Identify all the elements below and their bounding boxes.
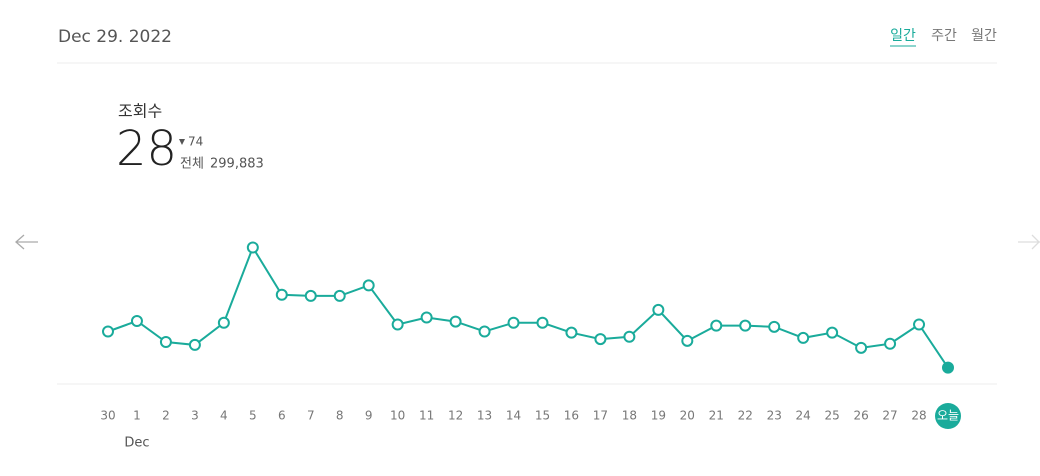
down-triangle <box>179 139 185 145</box>
point <box>449 315 462 328</box>
views: 28 <box>116 121 177 177</box>
point <box>246 241 259 254</box>
point <box>710 319 723 332</box>
x-tick-label: 24 <box>796 409 811 423</box>
point <box>652 303 665 316</box>
x-tick-label: 23 <box>767 409 782 423</box>
x-tick-label: 28 <box>911 409 926 423</box>
x-tick-label: 12 <box>448 409 463 423</box>
tab[interactable]: 월간 <box>971 28 997 44</box>
x-tick-label: 오늘 <box>937 409 959 423</box>
x-tick-label: 10 <box>390 409 405 423</box>
x-tick-label: 17 <box>593 409 608 423</box>
x-tick-label: 7 <box>307 409 315 423</box>
point <box>159 336 172 348</box>
point <box>130 315 143 327</box>
point <box>913 318 926 331</box>
x-tick-label: 21 <box>709 409 724 423</box>
x-tick-label: 9 <box>365 409 373 423</box>
date: Dec 29. 2022 <box>58 27 172 47</box>
point <box>884 337 897 350</box>
x-tick-label: 15 <box>535 409 550 423</box>
point <box>102 325 114 338</box>
tab[interactable]: 일간 <box>890 28 916 44</box>
x-tick-label: 18 <box>622 409 637 423</box>
point <box>942 361 954 374</box>
x-tick-label: 30 <box>100 409 115 423</box>
x-tick-label: 16 <box>564 409 579 423</box>
point <box>565 326 578 339</box>
point <box>797 331 810 344</box>
x-tick-label: 8 <box>336 409 344 423</box>
point <box>478 325 491 338</box>
point <box>217 316 230 329</box>
x-tick-label: 13 <box>477 409 492 423</box>
point <box>391 318 404 331</box>
point <box>681 334 694 347</box>
point <box>362 279 375 292</box>
total-label: 전체 <box>180 157 204 172</box>
x-tick-label: 27 <box>882 409 897 423</box>
point <box>623 330 636 343</box>
today-badge <box>935 403 961 429</box>
x-tick-label: 25 <box>824 409 839 423</box>
stat-label: 조회수 <box>118 102 162 121</box>
prev-arrow[interactable] <box>15 234 38 250</box>
point <box>536 316 549 329</box>
x-tick-label: 14 <box>506 409 521 423</box>
total: 299,883 <box>210 157 264 172</box>
point <box>333 289 346 302</box>
point <box>275 288 288 301</box>
x-tick-label: 11 <box>419 409 434 423</box>
x-tick-label: 1 <box>133 409 141 423</box>
point <box>768 320 781 333</box>
x-tick-label: 6 <box>278 409 286 423</box>
point <box>420 311 433 324</box>
point <box>826 326 839 339</box>
x-tick-label: 22 <box>738 409 753 423</box>
x-tick-label: 26 <box>853 409 868 423</box>
line <box>107 245 949 369</box>
tab[interactable]: 주간 <box>931 28 957 44</box>
point <box>739 319 752 332</box>
x-tick-label: 4 <box>220 409 228 423</box>
point <box>507 316 520 329</box>
x-tick-label: 19 <box>651 409 666 423</box>
point <box>304 289 317 302</box>
x-tick-label: 5 <box>249 409 257 423</box>
month-label: Dec <box>124 436 149 451</box>
point <box>855 341 868 354</box>
point <box>188 338 201 351</box>
x-tick-label: 3 <box>191 409 199 423</box>
x-tick-label: 20 <box>680 409 695 423</box>
change: 74 <box>188 135 203 149</box>
next-arrow[interactable] <box>1018 234 1040 250</box>
point <box>594 333 607 346</box>
x-tick-label: 2 <box>162 409 170 423</box>
